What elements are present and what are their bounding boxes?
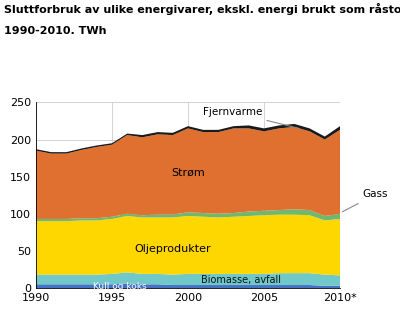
Text: Kull og koks: Kull og koks: [93, 282, 146, 291]
Text: Sluttforbruk av ulike energivarer, ekskl. energi brukt som råstoff: Sluttforbruk av ulike energivarer, ekskl…: [4, 3, 400, 15]
Text: Biomasse, avfall: Biomasse, avfall: [201, 275, 281, 285]
Text: Strøm: Strøm: [171, 168, 205, 178]
Text: Gass: Gass: [342, 189, 388, 212]
Text: 1990-2010. TWh: 1990-2010. TWh: [4, 26, 106, 36]
Text: Fjernvarme: Fjernvarme: [203, 107, 299, 128]
Text: Oljeprodukter: Oljeprodukter: [134, 244, 211, 254]
